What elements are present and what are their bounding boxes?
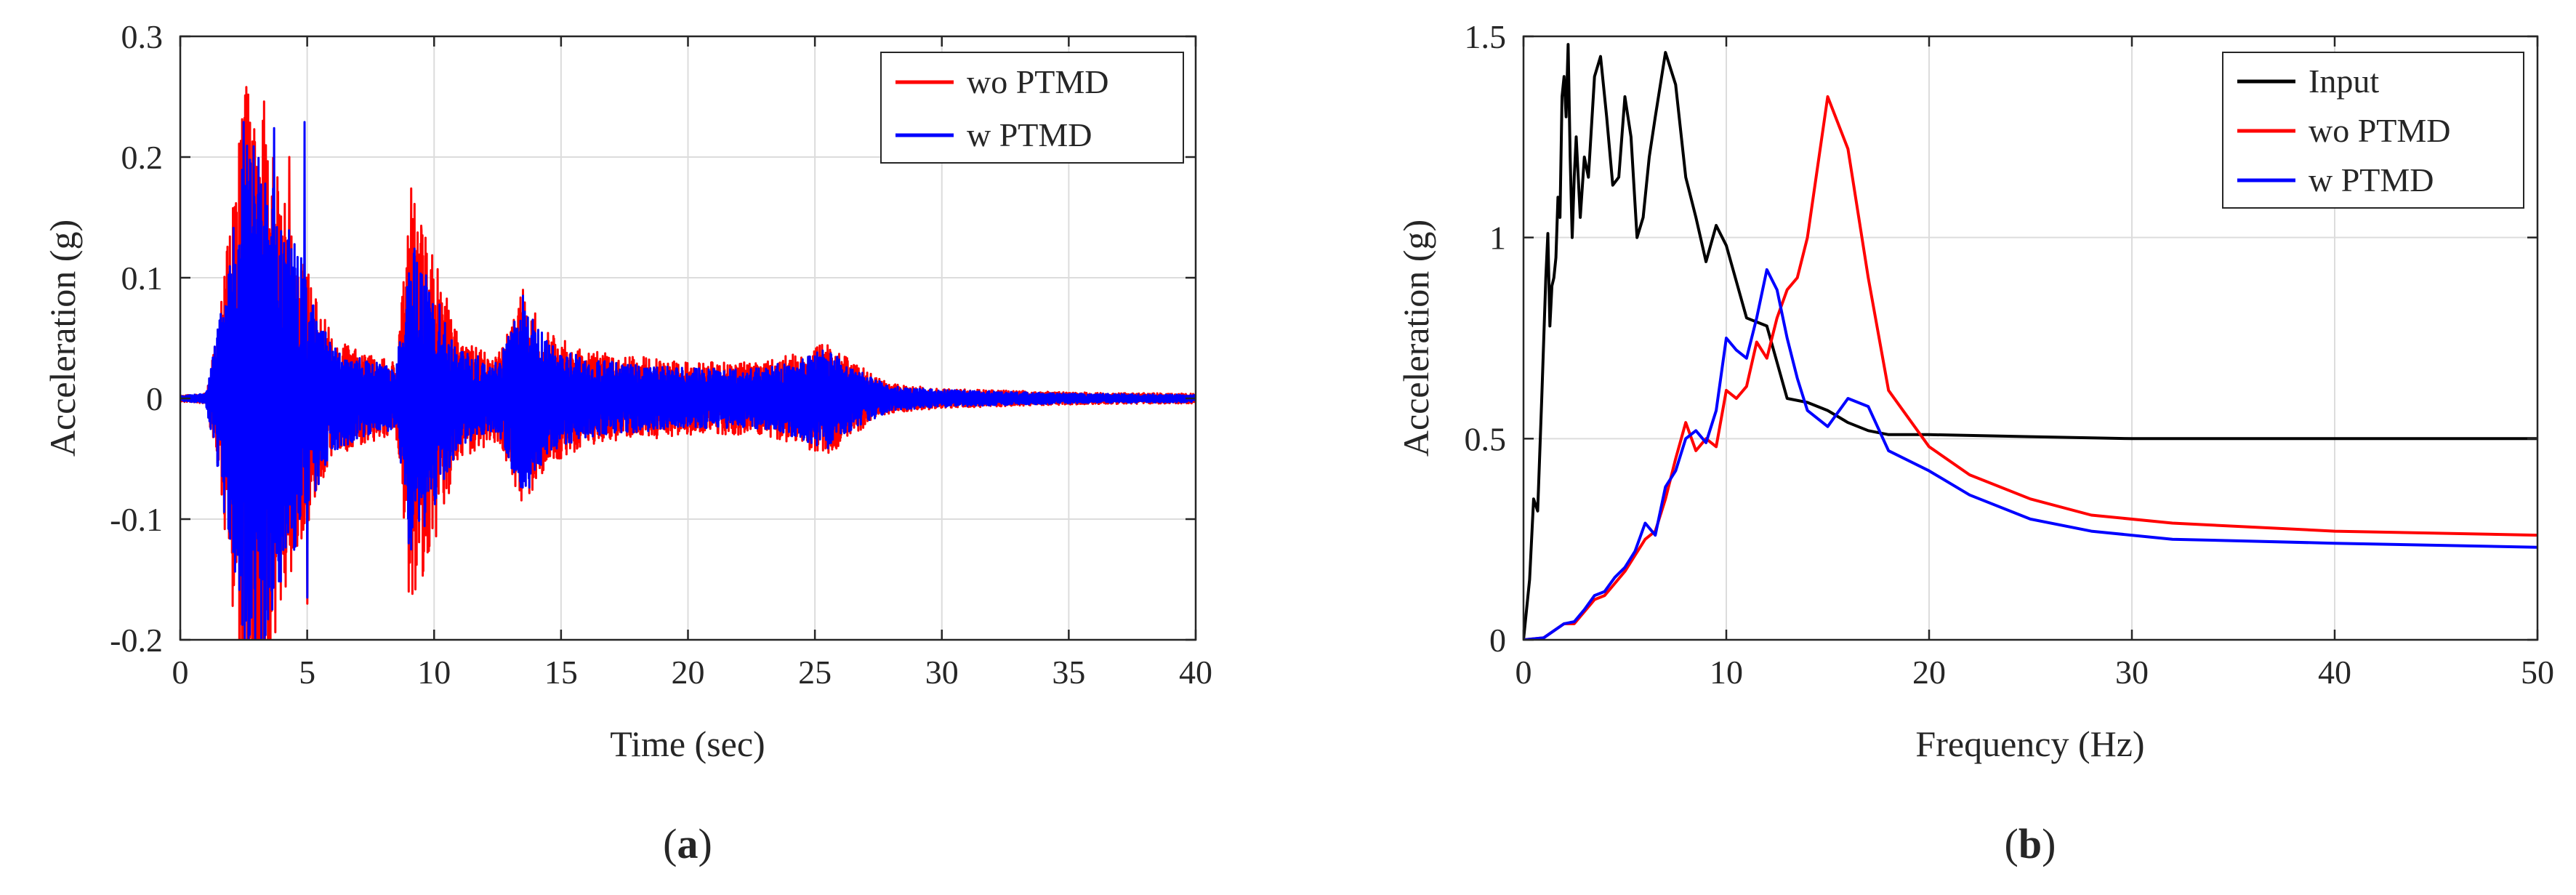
x-axis-label-b: Frequency (Hz) — [1915, 723, 2144, 764]
legend-label-wo-ptmd-b: wo PTMD — [2309, 112, 2451, 149]
x-tick-label: 30 — [925, 654, 959, 691]
legend-box-a — [880, 52, 1184, 164]
x-axis-label-a: Time (sec) — [610, 723, 765, 764]
x-tick-label: 10 — [417, 654, 451, 691]
y-tick-label: 1 — [1489, 220, 1506, 257]
y-axis-label-b: Acceleration (g) — [1396, 220, 1436, 457]
y-tick-label: 0 — [146, 380, 163, 417]
ticks-b: 0 10 20 30 40 50 0 0.5 1 1.5 — [1465, 18, 2555, 691]
x-tick-label: 40 — [1179, 654, 1212, 691]
y-tick-label: -0.2 — [110, 622, 163, 659]
ticks-a: 0 5 10 15 20 25 30 35 40 -0.2 -0.1 0 0.1 0.2 0.3 — [110, 18, 1212, 691]
series-line-w-ptmd — [180, 121, 1196, 640]
y-tick-label: 0.5 — [1465, 420, 1507, 457]
x-tick-label: 50 — [2521, 654, 2554, 691]
series-line-w-ptmd — [1524, 268, 2537, 640]
x-tick-label: 0 — [1516, 654, 1532, 691]
legend-label-input-b: Input — [2309, 63, 2379, 100]
panel-label-a: (a) — [663, 820, 712, 867]
x-tick-label: 20 — [672, 654, 705, 691]
panel-letter-b: b — [2018, 820, 2042, 867]
y-tick-label: 0.3 — [121, 18, 164, 55]
x-tick-label: 30 — [2115, 654, 2149, 691]
x-tick-label: 0 — [172, 654, 189, 691]
y-axis-label-a: Acceleration (g) — [42, 220, 83, 457]
panel-a-time-history: 0 5 10 15 20 25 30 35 40 -0.2 -0.1 0 0.1 0.2 0.3 Time … — [42, 18, 1212, 867]
legend-label-w-ptmd-a: w PTMD — [967, 116, 1092, 153]
x-tick-label: 40 — [2318, 654, 2351, 691]
series-group-b — [1524, 43, 2537, 640]
legend-label-w-ptmd-b: w PTMD — [2309, 161, 2434, 198]
legend-a: wo PTMD w PTMD — [880, 52, 1184, 164]
x-tick-label: 20 — [1912, 654, 1946, 691]
y-tick-label: 0.2 — [121, 139, 164, 176]
panel-letter-a: a — [677, 820, 699, 867]
series-group-a — [180, 86, 1196, 640]
legend-b: Input wo PTMD w PTMD — [2222, 52, 2524, 209]
x-tick-label: 25 — [798, 654, 832, 691]
x-tick-label: 35 — [1052, 654, 1085, 691]
panel-b-spectrum: 0 10 20 30 40 50 0 0.5 1 1.5 Frequency (Hz) Accel… — [1396, 18, 2554, 867]
x-tick-label: 10 — [1710, 654, 1743, 691]
series-line-wo-ptmd — [1524, 95, 2537, 640]
y-tick-label: 0.1 — [121, 260, 164, 297]
y-tick-label: 0 — [1489, 622, 1506, 659]
x-tick-label: 15 — [544, 654, 578, 691]
y-tick-label: -0.1 — [110, 501, 163, 538]
axes-frame-b — [1522, 35, 2539, 641]
panel-label-b: (b) — [2005, 820, 2056, 867]
legend-label-wo-ptmd-a: wo PTMD — [967, 63, 1109, 100]
y-tick-label: 1.5 — [1465, 18, 1507, 55]
x-tick-label: 5 — [299, 654, 315, 691]
